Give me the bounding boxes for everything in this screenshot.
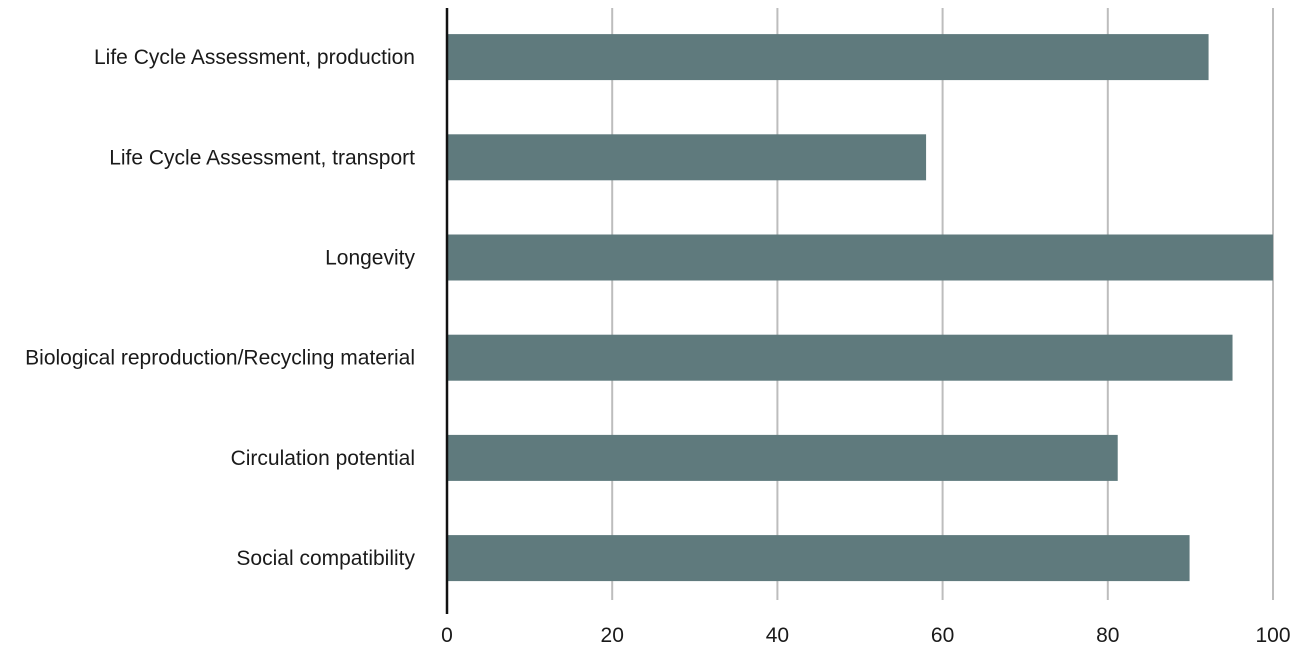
bar-0 xyxy=(447,34,1209,81)
x-tick-label-40: 40 xyxy=(766,624,789,647)
bar-1 xyxy=(447,134,927,181)
category-label-1: Life Cycle Assessment, transport xyxy=(109,146,415,169)
x-tick-labels: 0 20 40 60 80 100 xyxy=(441,624,1290,647)
category-label-2: Longevity xyxy=(325,247,415,270)
x-tick-label-20: 20 xyxy=(601,624,624,647)
x-tick-label-100: 100 xyxy=(1255,624,1290,647)
bars xyxy=(447,34,1273,582)
category-labels: Life Cycle Assessment, production Life Cy… xyxy=(25,46,415,570)
category-label-0: Life Cycle Assessment, production xyxy=(94,46,415,69)
x-tick-label-0: 0 xyxy=(441,624,453,647)
bar-4 xyxy=(447,434,1118,481)
gridlines xyxy=(611,8,1274,600)
x-tick-label-80: 80 xyxy=(1096,624,1119,647)
category-label-3: Biological reproduction/Recycling materi… xyxy=(25,347,415,370)
category-label-4: Circulation potential xyxy=(231,447,415,470)
bar-5 xyxy=(447,535,1190,582)
bar-3 xyxy=(447,334,1233,381)
category-label-5: Social compatibility xyxy=(236,547,415,570)
bar-2 xyxy=(447,234,1273,281)
x-tick-label-60: 60 xyxy=(931,624,954,647)
